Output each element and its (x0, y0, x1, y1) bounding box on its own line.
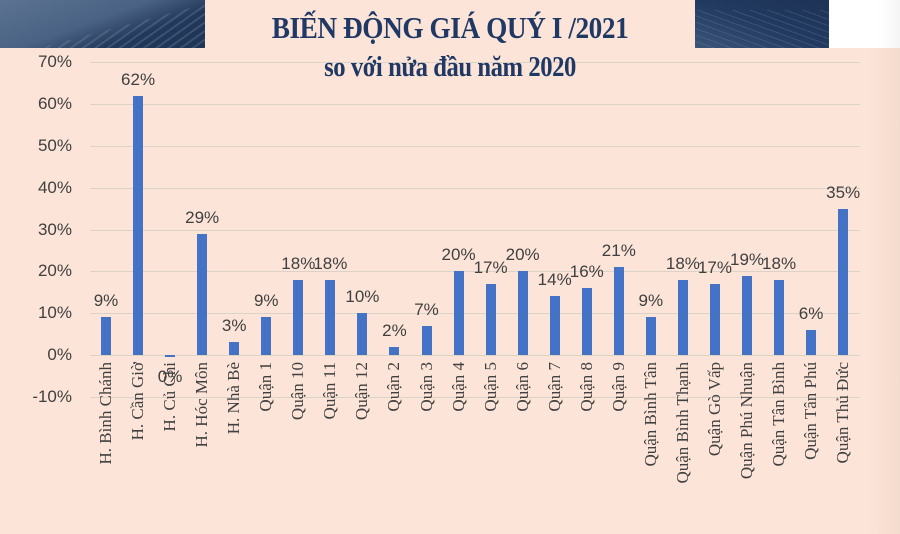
x-axis-category-label: Quận 10 (288, 362, 308, 421)
data-label: 9% (93, 291, 119, 311)
bar (517, 271, 528, 355)
bar (613, 267, 624, 355)
bar (453, 271, 464, 355)
gridline (90, 230, 860, 231)
data-label: 9% (638, 291, 664, 311)
y-axis-tick-label: 60% (37, 94, 72, 113)
x-axis-category-label: H. Nhà Bè (224, 362, 244, 435)
y-axis-tick-label: -10% (32, 387, 72, 406)
x-axis-category-label: Quận 1 (256, 362, 276, 412)
data-label: 62% (121, 69, 156, 89)
data-label: 7% (414, 299, 439, 319)
gridline (90, 271, 860, 272)
x-axis-category-label: Quận 5 (480, 362, 500, 412)
bar (165, 355, 176, 357)
bar (421, 325, 432, 355)
bar (197, 233, 208, 355)
data-label: 6% (798, 303, 824, 323)
bar (581, 288, 592, 355)
bar (485, 283, 496, 355)
bar (774, 279, 785, 355)
bar (357, 313, 368, 355)
x-axis-category-label: Quận 7 (544, 362, 564, 412)
x-axis-category-label: Quận 9 (608, 362, 628, 412)
x-axis-category-label: Quận 4 (448, 362, 468, 412)
data-label: 18% (313, 253, 348, 273)
data-label: 0% (157, 367, 183, 386)
bar (261, 317, 272, 355)
data-label: 18% (762, 253, 797, 273)
y-axis-tick-label: 30% (37, 220, 72, 239)
x-axis-category-label: Quận 6 (512, 362, 532, 412)
data-label: 21% (601, 241, 636, 261)
data-label: 9% (253, 291, 279, 311)
bar (101, 317, 111, 355)
x-axis-category-label: Quận 11 (320, 362, 340, 420)
x-axis-category-label: H. Củ Chi (160, 362, 180, 432)
x-axis-category-label: Quận Bình Thạnh (672, 362, 692, 484)
data-label: 3% (221, 316, 247, 336)
gridline (90, 146, 860, 147)
bar (677, 279, 688, 355)
data-label: 14% (537, 270, 572, 290)
data-label: 20% (505, 245, 540, 265)
gridline (90, 188, 860, 189)
x-axis-category-label: Quận Thủ Đức (833, 362, 853, 464)
x-axis-category-label: Quận Tân Bình (769, 362, 789, 467)
bar (709, 283, 720, 355)
bar (325, 279, 336, 355)
right-edge-shade (868, 48, 900, 534)
gridline (90, 355, 860, 356)
x-axis-category-label: Quận Gò Vấp (704, 362, 724, 457)
y-axis-tick-label: 0% (47, 345, 72, 364)
x-axis-category-label: Quận Tân Phú (801, 362, 821, 460)
data-label: 20% (441, 245, 476, 265)
bar (645, 317, 656, 355)
x-axis-category-label: Quận 12 (352, 362, 372, 421)
chart-title: BIẾN ĐỘNG GIÁ QUÝ I /2021 (271, 10, 629, 45)
x-axis-category-label: Quận Phú Nhuận (737, 362, 756, 480)
y-axis-tick-label: 10% (37, 303, 72, 322)
bar (229, 342, 240, 355)
bar (742, 275, 752, 355)
data-label: 18% (281, 253, 316, 273)
bar (549, 296, 560, 355)
x-axis-category-label: Quận 2 (384, 362, 404, 412)
y-axis-tick-label: 20% (37, 261, 72, 280)
chart-subtitle: so với nửa đầu năm 2020 (324, 52, 576, 83)
x-axis-category-label: Quận 3 (416, 362, 436, 412)
y-axis-tick-label: 40% (37, 178, 72, 197)
bar (133, 95, 144, 355)
header-white-corner (829, 0, 900, 48)
gridline (90, 104, 860, 105)
gridline (90, 313, 860, 314)
data-label: 17% (697, 257, 732, 277)
y-axis-tick-label: 70% (37, 52, 72, 71)
data-label: 10% (345, 287, 380, 307)
x-axis-category-label: H. Bình Chánh (96, 362, 115, 465)
data-label: 2% (382, 320, 407, 340)
x-axis-category-label: Quận Bình Tân (640, 362, 660, 467)
data-label: 17% (473, 257, 508, 277)
data-label: 19% (729, 249, 765, 269)
x-axis-category-label: H. Hóc Môn (192, 362, 212, 448)
gridline (90, 397, 860, 398)
data-label: 18% (665, 253, 700, 273)
bar (389, 346, 400, 355)
x-axis-category-label: Quận 8 (576, 362, 596, 412)
data-label: 16% (569, 262, 604, 282)
header-decoration-left (0, 0, 205, 48)
bar (806, 329, 817, 355)
data-label: 29% (185, 207, 220, 227)
y-axis-tick-label: 50% (37, 136, 72, 155)
gridline (90, 62, 860, 63)
header-decoration-right (695, 0, 829, 48)
data-label: 35% (826, 182, 861, 202)
bar (838, 208, 849, 355)
bar (293, 279, 304, 355)
